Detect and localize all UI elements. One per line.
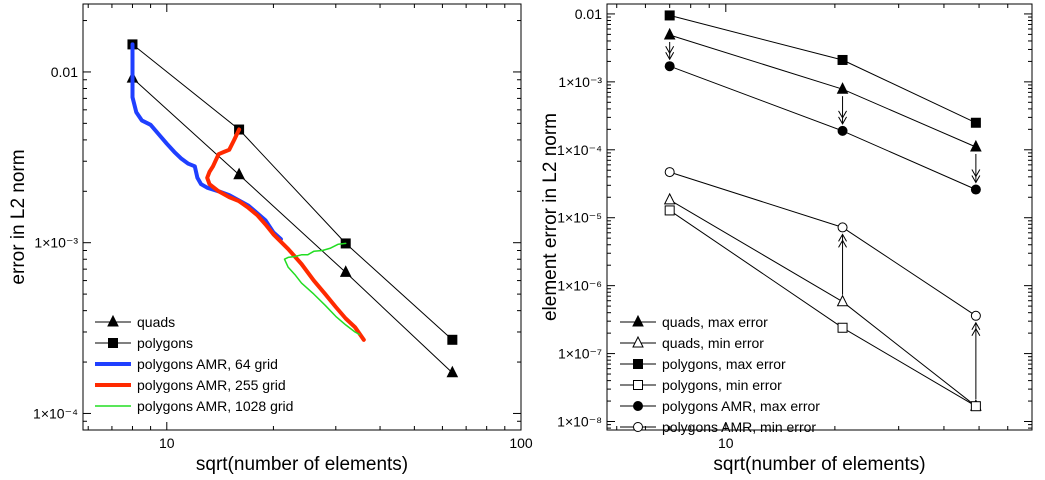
plot-frame: [82, 3, 522, 431]
y-tick-label: 1×10⁻⁴: [557, 142, 602, 158]
data-point: [663, 192, 676, 205]
data-point: [663, 27, 676, 40]
data-point: [837, 322, 848, 333]
x-tick-label: 100: [509, 435, 533, 451]
double-arrow: [971, 153, 981, 184]
legend-label: quads: [137, 314, 175, 330]
legend-marker: [633, 359, 643, 369]
data-point: [970, 139, 982, 152]
legend-item: quads, max error: [620, 314, 768, 330]
legend-label: polygons AMR, 1028 grid: [137, 398, 293, 414]
plot-area: [126, 39, 459, 378]
legend-item: polygons AMR, min error: [620, 419, 816, 435]
y-tick-label: 1×10⁻⁷: [558, 346, 602, 362]
data-point: [837, 222, 848, 233]
legend-label: polygons, max error: [662, 356, 786, 372]
data-point: [836, 294, 849, 307]
series-line-2: [130, 42, 283, 242]
y-axis-label: element error in L2 norm: [540, 113, 561, 321]
legend-label: polygons AMR, 64 grid: [137, 356, 278, 372]
legend-label: quads, min error: [662, 335, 764, 351]
legend-item: polygons AMR, 255 grid: [95, 377, 286, 393]
legend-label: polygons, min error: [662, 377, 782, 393]
data-point: [970, 310, 981, 321]
legend-marker: [633, 422, 643, 432]
series-line-4: [669, 65, 977, 190]
legend-marker: [632, 335, 644, 348]
legend-marker: [632, 314, 644, 327]
legend-label: polygons AMR, min error: [662, 419, 816, 435]
x-tick-label: 10: [159, 435, 175, 451]
data-point: [447, 334, 458, 345]
double-arrow: [971, 321, 981, 400]
legend-label: polygons AMR, 255 grid: [137, 377, 286, 393]
y-tick-label: 1×10⁻⁴: [33, 405, 78, 421]
legend-item: polygons AMR, max error: [620, 398, 820, 414]
series-line-2: [669, 14, 977, 124]
legend-item: quads: [95, 314, 175, 330]
series-line-1: [669, 199, 977, 407]
legend-item: quads, min error: [620, 335, 764, 351]
legend-marker: [108, 338, 118, 348]
y-tick-label: 1×10⁻⁸: [557, 414, 602, 430]
data-point: [339, 265, 352, 277]
legend: quads polygons polygons AMR, 64 grid polygo…: [95, 314, 293, 414]
data-point: [970, 401, 981, 412]
y-axis-label: error in L2 norm: [8, 149, 29, 284]
x-axis-label: sqrt(number of elements): [713, 454, 925, 475]
data-point: [836, 82, 849, 94]
data-point: [664, 61, 675, 72]
double-arrow: [838, 233, 847, 295]
data-point: [446, 365, 459, 378]
data-point: [837, 125, 848, 136]
series-line-1: [132, 43, 453, 341]
legend-marker: [107, 314, 119, 327]
y-tick-label: 1×10⁻³: [558, 74, 602, 90]
y-tick-label: 0.01: [575, 6, 602, 22]
plot-frame: [606, 3, 1033, 431]
y-tick-label: 1×10⁻⁶: [557, 278, 602, 294]
legend-item: polygons AMR, 1028 grid: [95, 398, 293, 414]
legend-marker: [633, 380, 643, 390]
legend-marker: [633, 401, 643, 411]
x-axis-label: sqrt(number of elements): [196, 454, 408, 475]
data-point: [970, 117, 981, 128]
series-line-5: [669, 171, 977, 317]
x-tick-label: 10: [718, 435, 734, 451]
series-line-0: [132, 77, 453, 374]
data-point: [970, 184, 981, 195]
legend: quads, max error quads, min error polygons…: [620, 314, 820, 435]
plot-area: [663, 10, 982, 412]
double-arrow: [838, 96, 847, 125]
legend-label: quads, max error: [662, 314, 768, 330]
y-tick-label: 1×10⁻³: [34, 235, 78, 251]
data-point: [664, 205, 675, 216]
series-line-3: [205, 127, 366, 342]
y-tick-label: 0.01: [51, 64, 78, 80]
right-chart: 10 1×10⁻⁸ 1×10⁻⁷ 1×10⁻⁶ 1×10⁻⁵ 1×10⁻⁴ 1×10⁻³ 0.…: [540, 3, 1033, 475]
left-chart: 10 100 1×10⁻⁴ 1×10⁻³ 0.01 sqrt(number of elem…: [8, 3, 533, 475]
data-point: [233, 167, 245, 180]
data-point: [664, 167, 675, 178]
legend-item: polygons AMR, 64 grid: [95, 356, 278, 372]
legend-item: polygons, max error: [620, 356, 786, 372]
legend-item: polygons, min error: [620, 377, 782, 393]
data-point: [837, 54, 848, 65]
y-tick-label: 1×10⁻⁵: [557, 210, 602, 226]
legend-label: polygons AMR, max error: [662, 398, 820, 414]
data-point: [664, 10, 675, 21]
series-line-4: [283, 242, 361, 336]
legend-item: polygons: [95, 335, 193, 351]
series-line-0: [669, 34, 977, 148]
legend-label: polygons: [137, 335, 193, 351]
double-arrow: [665, 41, 675, 61]
